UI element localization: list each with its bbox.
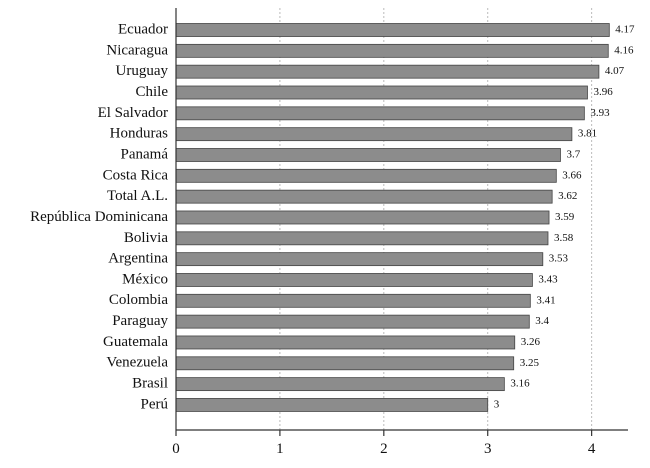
value-label: 3.4 (535, 315, 549, 327)
y-tick-label: El Salvador (98, 105, 168, 121)
x-tick-label: 1 (276, 441, 284, 457)
bar (175, 293, 531, 308)
x-tick-label: 3 (484, 441, 492, 457)
x-tick-label: 0 (172, 441, 180, 457)
bar (175, 335, 516, 350)
bar (175, 85, 588, 100)
bar (175, 231, 549, 246)
value-label: 3.53 (549, 253, 569, 265)
value-label: 3.96 (593, 86, 613, 98)
value-label: 3.16 (510, 378, 530, 390)
bar (175, 356, 515, 371)
y-tick-label: Uruguay (116, 63, 169, 79)
bar (175, 168, 557, 183)
value-label: 3.25 (520, 357, 540, 369)
y-tick-label: Guatemala (103, 334, 168, 350)
bar (175, 189, 553, 204)
value-label: 3.58 (554, 232, 574, 244)
y-tick-label: Nicaragua (106, 42, 168, 58)
y-tick-label: Chile (136, 84, 169, 100)
bar (175, 106, 585, 121)
value-label: 3.59 (555, 211, 575, 223)
y-tick-label: Paraguay (112, 313, 168, 329)
bar (175, 148, 561, 162)
y-tick-label: Total A.L. (107, 188, 168, 204)
value-label: 3 (494, 398, 500, 410)
bar (175, 377, 505, 392)
y-tick-label: México (122, 271, 168, 287)
value-label: 3.81 (578, 128, 597, 140)
y-tick-label: Colombia (109, 292, 169, 308)
value-label: 3.41 (536, 294, 555, 306)
value-label: 4.07 (605, 65, 625, 77)
bar (175, 252, 544, 267)
bar (175, 314, 530, 329)
value-label: 4.17 (615, 24, 635, 36)
bar (175, 210, 550, 225)
y-tick-label: Bolivia (124, 230, 169, 246)
bar (175, 64, 600, 79)
value-label: 3.26 (521, 336, 541, 348)
value-label: 4.16 (614, 44, 634, 56)
x-tick-label: 2 (380, 441, 388, 457)
y-tick-label: Costa Rica (103, 167, 169, 183)
bar (175, 398, 489, 412)
y-tick-label: Panamá (121, 146, 169, 162)
bar (175, 127, 573, 142)
y-tick-label: República Dominicana (30, 209, 168, 225)
value-label: 3.93 (590, 107, 610, 119)
y-tick-label: Brasil (132, 376, 168, 392)
bar (175, 273, 533, 287)
y-tick-label: Perú (141, 396, 169, 412)
y-tick-label: Argentina (108, 251, 168, 267)
value-label: 3.66 (562, 169, 582, 181)
y-tick-label: Venezuela (106, 355, 168, 371)
value-label: 3.7 (566, 149, 580, 161)
x-tick-label: 4 (588, 441, 596, 457)
value-label: 3.62 (558, 190, 577, 202)
bar (175, 43, 609, 58)
value-label: 3.43 (538, 274, 558, 286)
bar (175, 23, 610, 37)
y-tick-label: Honduras (110, 126, 168, 142)
y-tick-label: Ecuador (118, 21, 168, 37)
